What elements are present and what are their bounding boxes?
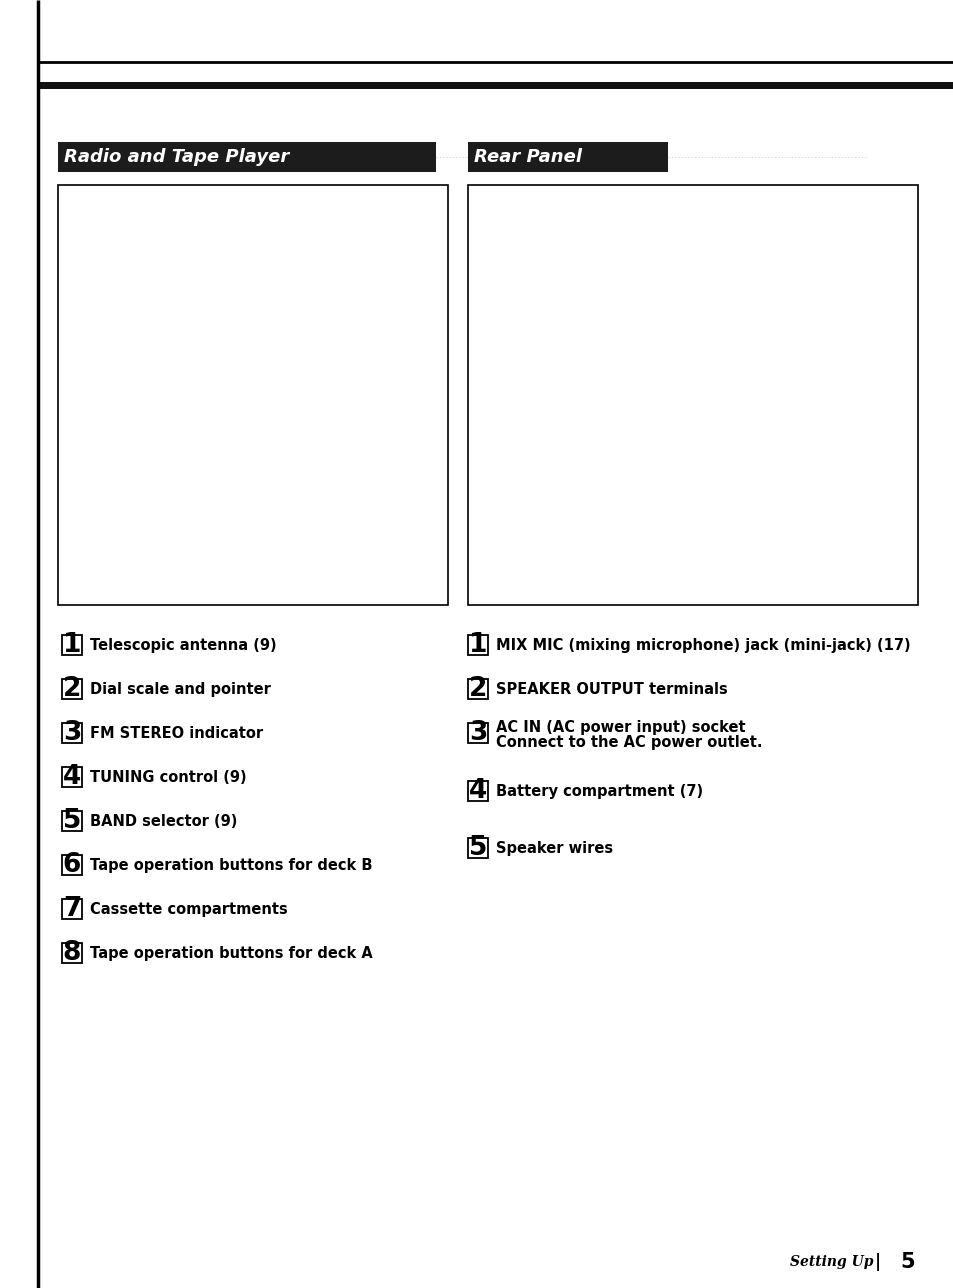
Bar [58,142,436,173]
Text: 6: 6 [63,851,81,878]
Bar [468,185,917,605]
Bar [468,838,488,858]
Text: Rear Panel: Rear Panel [474,148,581,166]
Text: SPEAKER OUTPUT terminals: SPEAKER OUTPUT terminals [496,681,727,697]
Text: |: | [874,1253,881,1271]
Text: 3: 3 [63,720,81,746]
Text: MIX MIC (mixing microphone) jack (mini-jack) (17): MIX MIC (mixing microphone) jack (mini-j… [496,638,910,653]
Text: 4: 4 [468,778,487,804]
Bar [62,943,82,963]
Bar [62,635,82,656]
Text: 1: 1 [468,632,487,658]
Text: Setting Up: Setting Up [789,1255,873,1269]
Text: Radio and Tape Player: Radio and Tape Player [64,148,289,166]
Text: 4: 4 [63,764,81,790]
Bar [62,766,82,787]
Text: FM STEREO indicator: FM STEREO indicator [90,725,263,741]
Bar [468,142,667,173]
Text: Tape operation buttons for deck B: Tape operation buttons for deck B [90,858,372,872]
Text: Battery compartment (7): Battery compartment (7) [496,783,702,799]
Bar [468,679,488,699]
Text: AC IN (AC power input) socket: AC IN (AC power input) socket [496,720,745,734]
Text: 5: 5 [63,808,81,835]
Bar [468,635,488,656]
Bar [58,185,448,605]
Bar [468,723,488,743]
Bar [38,82,953,89]
Bar [62,899,82,920]
Text: Tape operation buttons for deck A: Tape operation buttons for deck A [90,945,373,961]
Text: 5: 5 [899,1252,914,1273]
Text: BAND selector (9): BAND selector (9) [90,814,237,828]
Text: Speaker wires: Speaker wires [496,841,613,855]
Bar [62,811,82,831]
Text: 2: 2 [468,676,487,702]
Bar [62,679,82,699]
Text: Connect to the AC power outlet.: Connect to the AC power outlet. [496,734,761,750]
Text: TUNING control (9): TUNING control (9) [90,769,247,784]
Text: 5: 5 [468,835,487,862]
Bar [62,723,82,743]
Text: 3: 3 [468,720,487,746]
Text: Telescopic antenna (9): Telescopic antenna (9) [90,638,276,653]
Text: Cassette compartments: Cassette compartments [90,902,288,917]
Text: Dial scale and pointer: Dial scale and pointer [90,681,271,697]
Text: 8: 8 [63,940,81,966]
Bar [468,781,488,801]
Bar [62,855,82,875]
Text: 2: 2 [63,676,81,702]
Text: 7: 7 [63,896,81,922]
Text: 1: 1 [63,632,81,658]
